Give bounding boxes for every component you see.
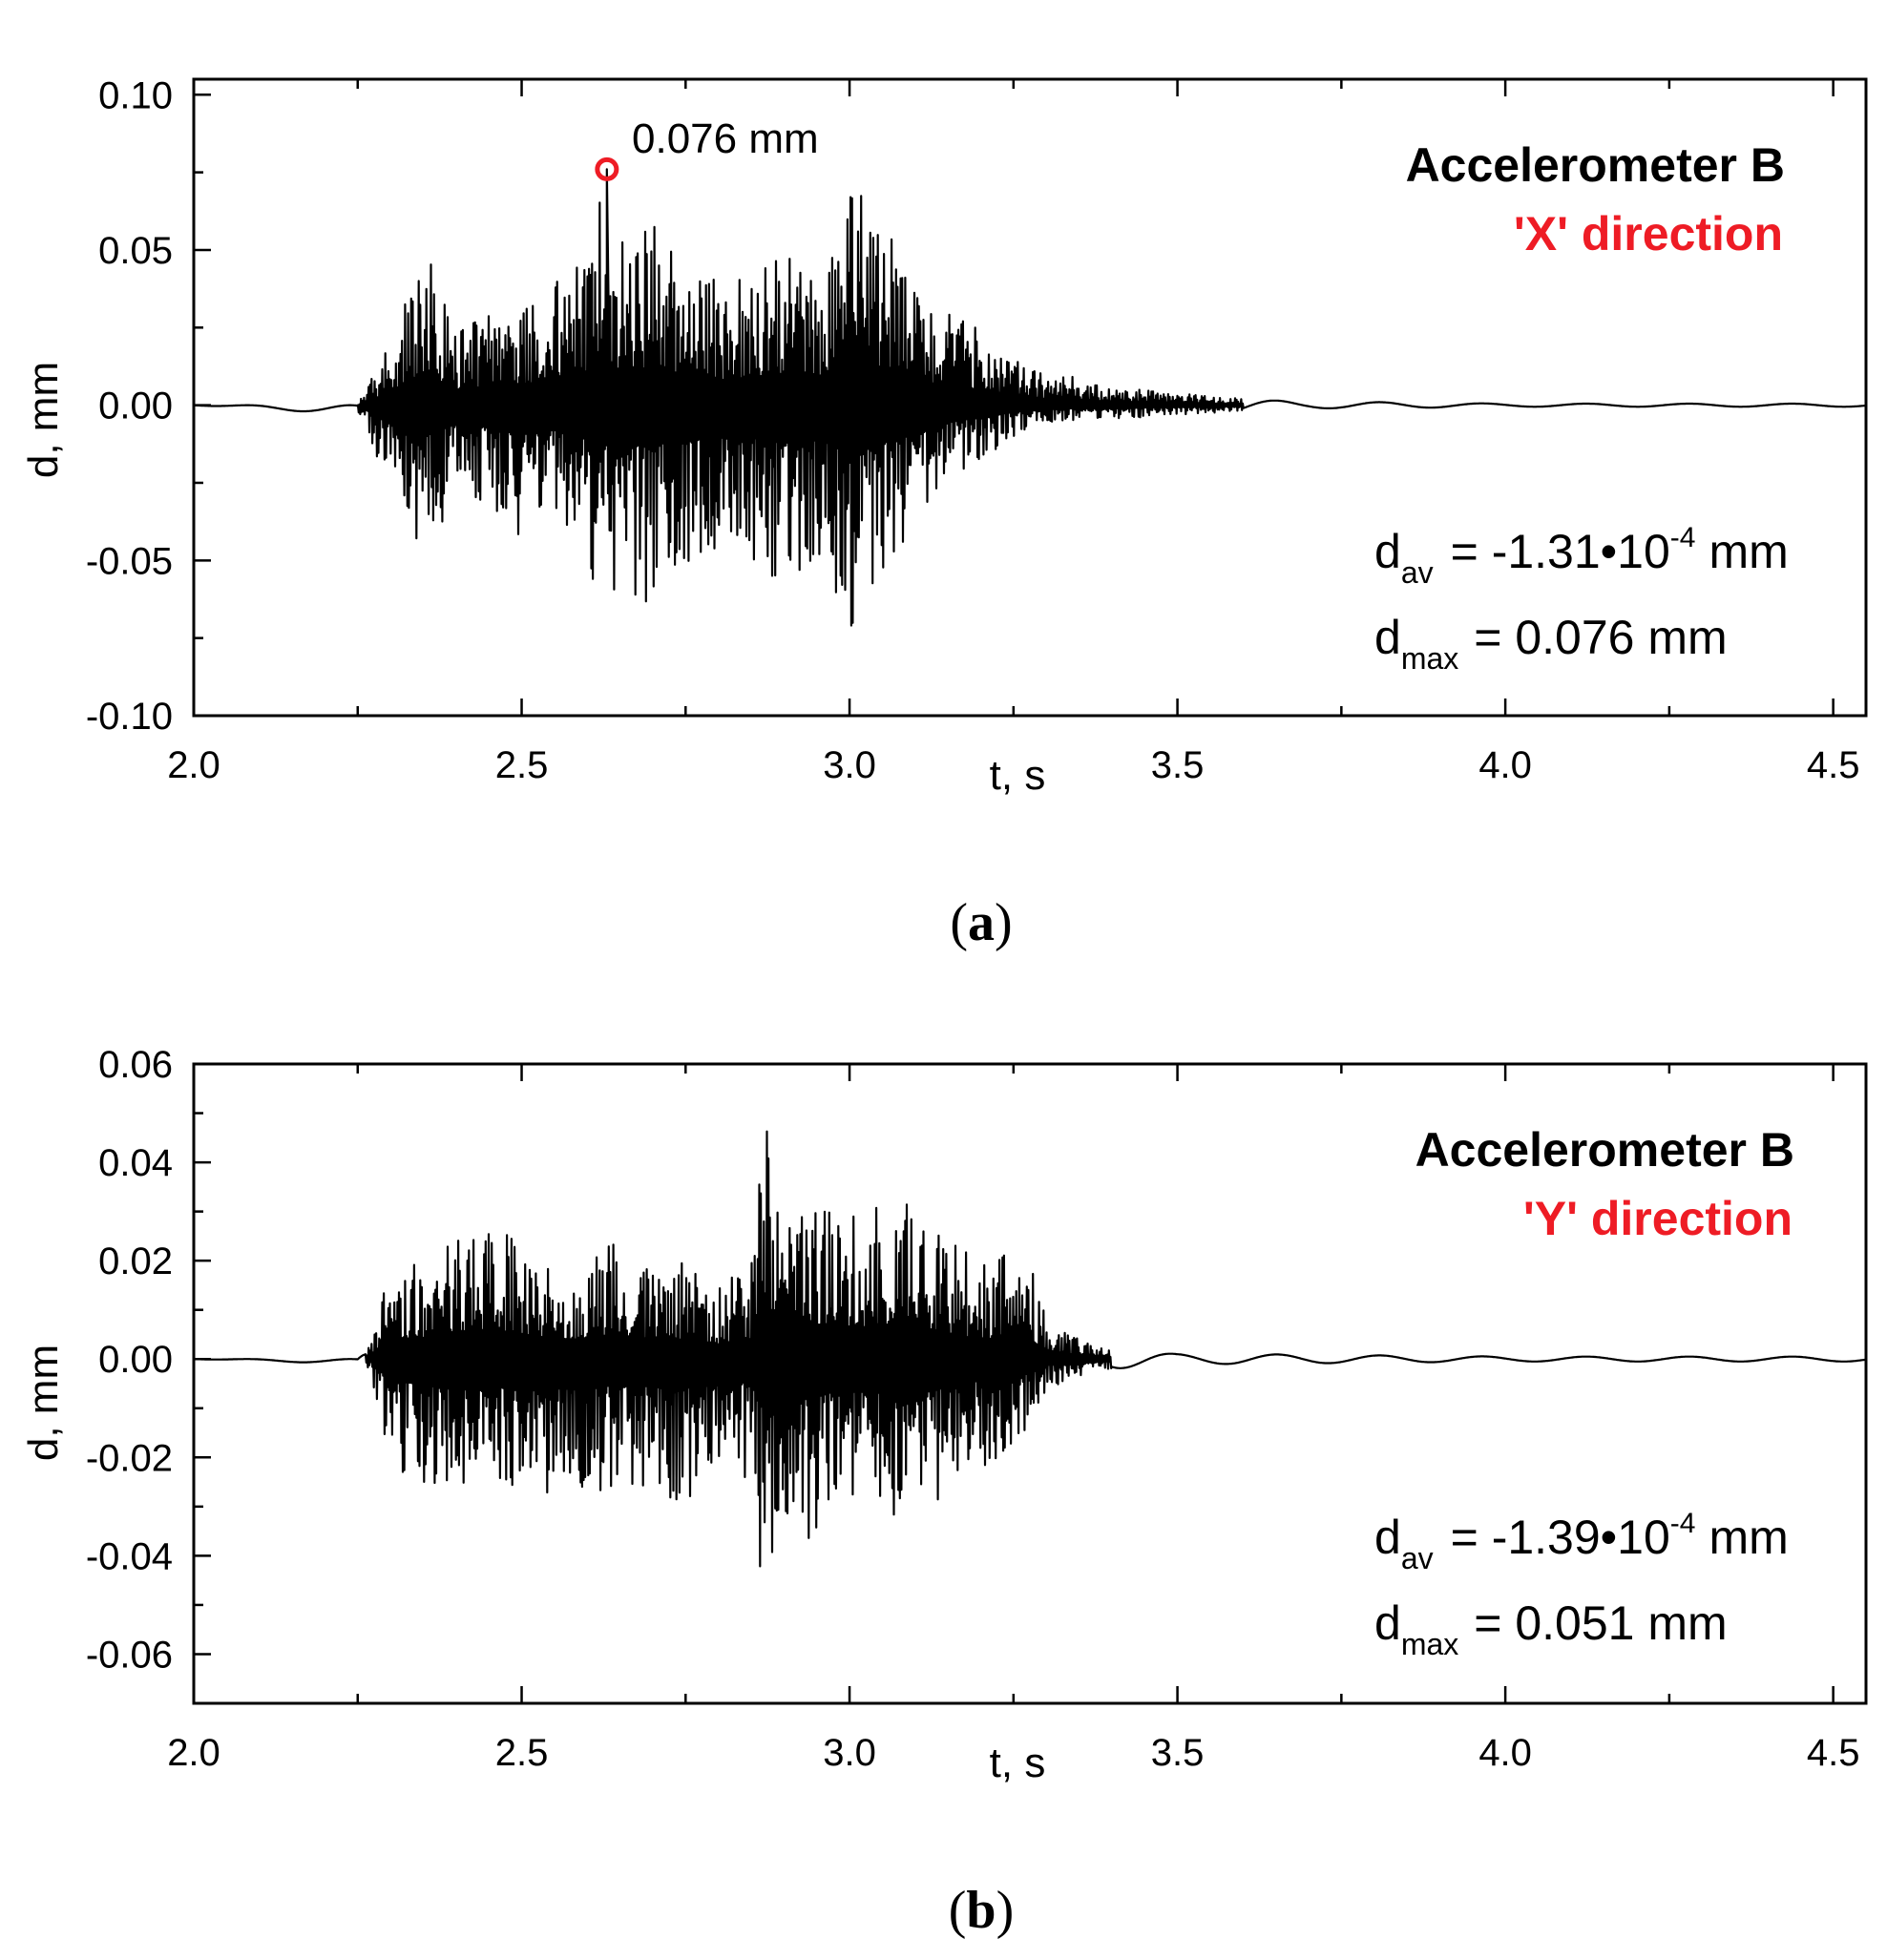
- x-tick-label: 2.0: [167, 1732, 220, 1774]
- x-axis-title-a: t, s: [990, 752, 1046, 799]
- y-tick-label: 0.04: [98, 1142, 173, 1184]
- y-tick-label: -0.04: [86, 1535, 173, 1577]
- direction-label-b: 'Y' direction: [1523, 1192, 1793, 1245]
- d-av-stat-a: dav = -1.31•10-4 mm: [1374, 522, 1789, 590]
- x-tick-label: 4.0: [1478, 1732, 1532, 1774]
- displacement-trace-b: [193, 1130, 1867, 1568]
- x-tick-label: 3.5: [1151, 1732, 1205, 1774]
- plot-frame-a: [192, 77, 1868, 718]
- y-tick-label: 0.00: [98, 386, 173, 427]
- x-tick-label: 3.5: [1151, 744, 1205, 786]
- y-tick-label: 0.00: [98, 1339, 173, 1381]
- x-tick-label: 4.5: [1807, 744, 1860, 786]
- y-tick-label: -0.06: [86, 1634, 173, 1676]
- x-tick-label: 2.5: [495, 744, 549, 786]
- direction-label-a: 'X' direction: [1514, 207, 1783, 261]
- d-av-stat-b: dav = -1.39•10-4 mm: [1374, 1508, 1789, 1575]
- y-tick-label: 0.02: [98, 1241, 173, 1282]
- x-tick-labels-a: 2.0 2.5 3.0 3.5 4.0 4.5: [167, 744, 1859, 786]
- y-tick-label: -0.02: [86, 1437, 173, 1479]
- d-max-stat-a: dmax = 0.076 mm: [1374, 611, 1728, 676]
- y-axis-title-a: d, mm: [20, 362, 67, 478]
- y-tick-label: -0.05: [86, 540, 173, 582]
- y-tick-label: -0.10: [86, 696, 173, 738]
- x-tick-label: 2.5: [495, 1732, 549, 1774]
- y-tick-label: 0.10: [98, 74, 173, 116]
- x-tick-label: 4.0: [1478, 744, 1532, 786]
- x-tick-label: 3.0: [823, 744, 876, 786]
- accelerometer-label-a: Accelerometer B: [1406, 138, 1785, 192]
- plot-frame-b: [192, 1062, 1868, 1705]
- panel-label-a: (a): [950, 893, 1012, 952]
- y-tick-label: 0.06: [98, 1044, 173, 1086]
- accelerometer-label-b: Accelerometer B: [1415, 1123, 1794, 1177]
- x-tick-label: 2.0: [167, 744, 220, 786]
- x-tick-labels-b: 2.0 2.5 3.0 3.5 4.0 4.5: [167, 1732, 1859, 1774]
- peak-marker: [595, 156, 619, 181]
- peak-value-label: 0.076 mm: [632, 115, 819, 162]
- x-axis-title-b: t, s: [990, 1740, 1046, 1786]
- chart-panel-b: 0.06 0.04 0.02 0.00 -0.02 -0.04 -0.06 2.0 2.5 3.…: [20, 1044, 1868, 1940]
- x-tick-label: 3.0: [823, 1732, 876, 1774]
- x-tick-label: 4.5: [1807, 1732, 1860, 1774]
- d-max-stat-b: dmax = 0.051 mm: [1374, 1596, 1728, 1661]
- y-tick-labels-a: 0.10 0.05 0.00 -0.05 -0.10: [86, 74, 173, 738]
- y-tick-labels-b: 0.06 0.04 0.02 0.00 -0.02 -0.04 -0.06: [86, 1044, 173, 1676]
- y-tick-label: 0.05: [98, 230, 173, 272]
- displacement-trace-a: [193, 168, 1867, 627]
- chart-panel-a: 0.10 0.05 0.00 -0.05 -0.10 2.0 2.5 3.0 3.5 4.0 4.…: [20, 74, 1868, 952]
- y-axis-title-b: d, mm: [20, 1345, 67, 1461]
- panel-label-b: (b): [949, 1881, 1014, 1940]
